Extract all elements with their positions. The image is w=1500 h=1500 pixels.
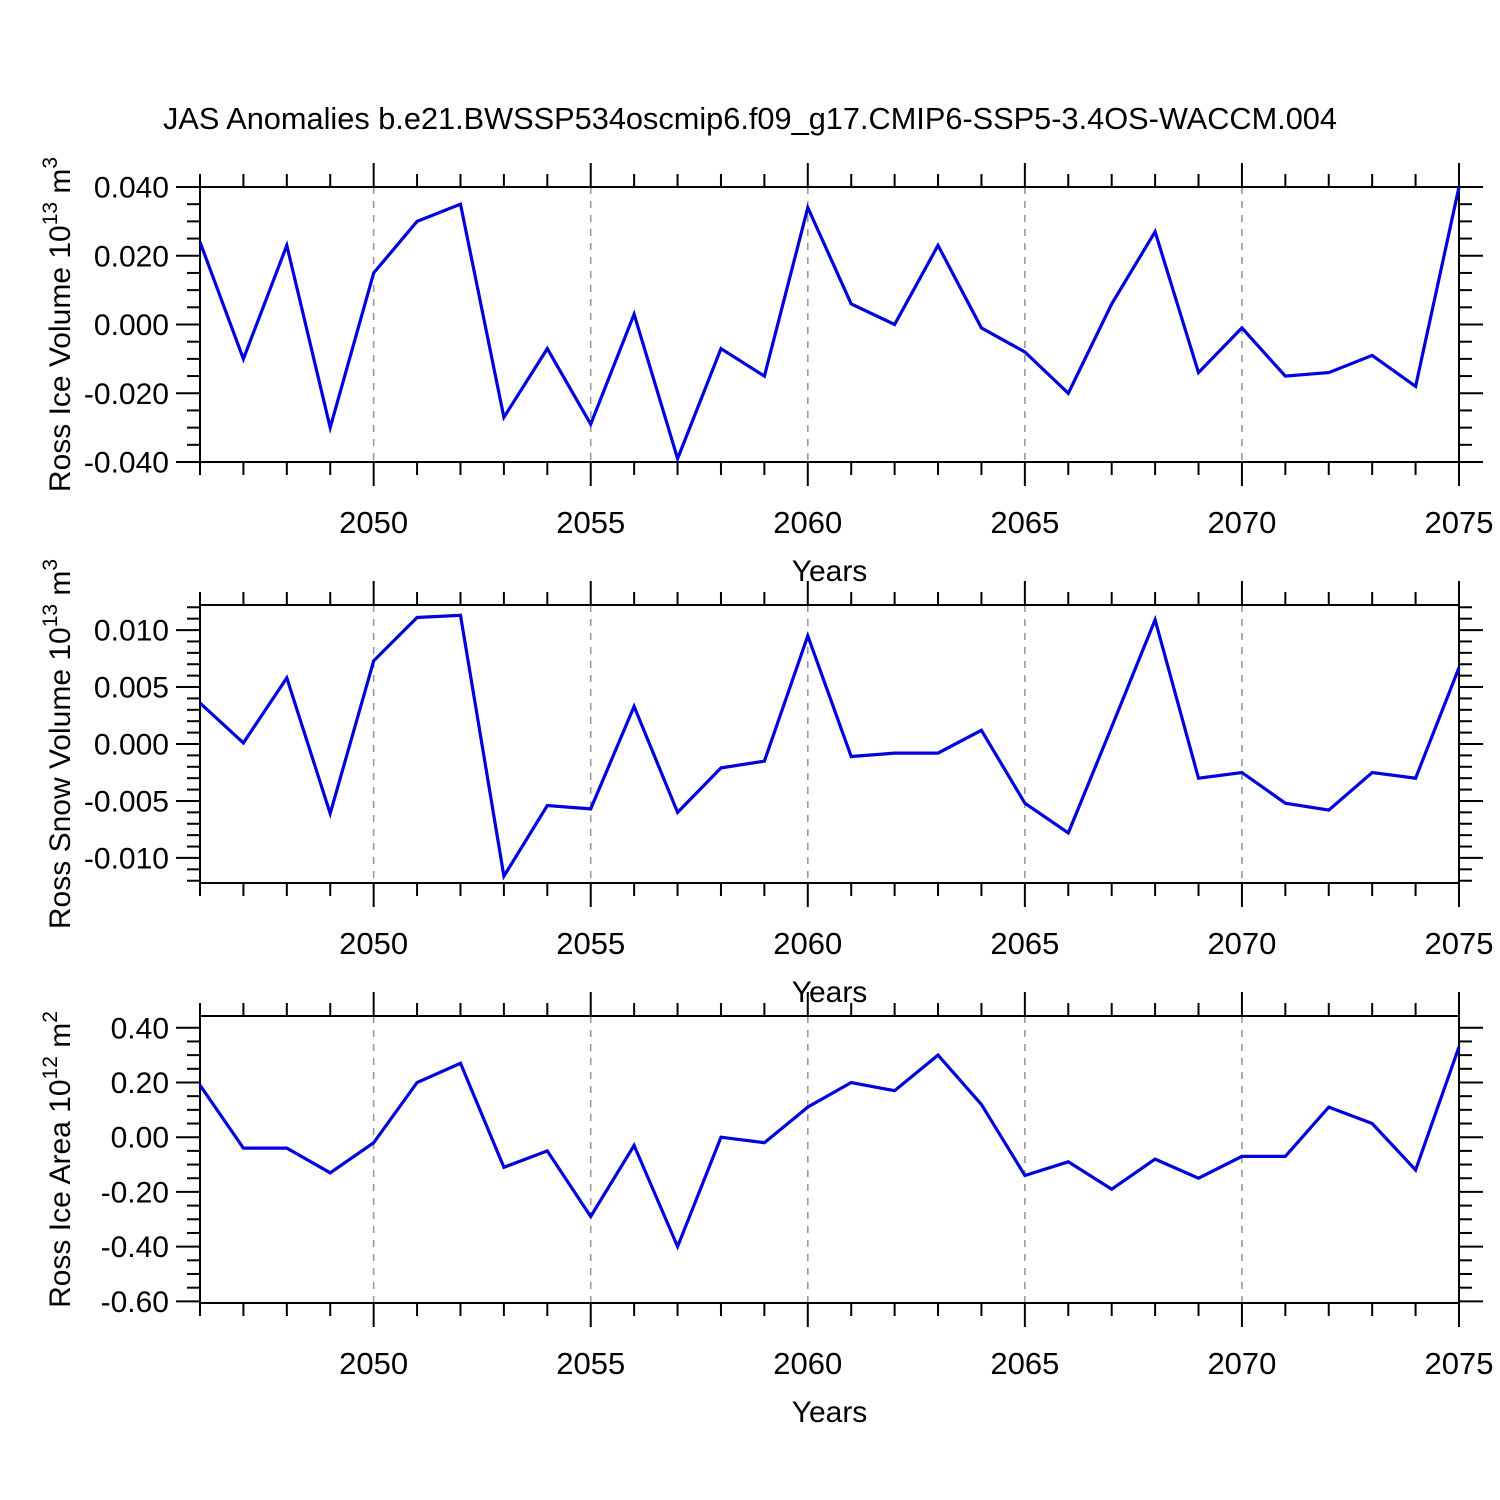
- y-tick-label: 0.005: [94, 672, 169, 705]
- x-tick-label: 2075: [1425, 505, 1494, 540]
- y-axis-title: Ross Ice Volume 1013 m3: [39, 157, 77, 492]
- x-tick-label: 2070: [1207, 926, 1276, 961]
- data-line-ross-snow-volume: [198, 613, 1461, 881]
- y-tick-label: 0.020: [94, 240, 169, 273]
- panel-ross-ice-area: 0.40 0.20 0.00 -0.20 -0.40 -0.60 2050 2055 2060 2…: [39, 992, 1493, 1429]
- x-tick-label: 2075: [1425, 926, 1494, 961]
- y-axis-title: Ross Ice Area 1012 m2: [39, 1011, 77, 1308]
- y-tick-label: -0.005: [84, 785, 169, 818]
- y-tick-label: -0.40: [101, 1231, 169, 1264]
- y-tick-label: -0.60: [101, 1286, 169, 1319]
- plot-frame: [199, 1015, 1460, 1304]
- y-tick-label: -0.020: [84, 378, 169, 411]
- y-tick-label: 0.000: [94, 729, 169, 762]
- plot-frame: [199, 186, 1460, 463]
- panel-ross-snow-volume: 0.010 0.005 0.000 -0.005 -0.010 2050 2055 2060 2…: [39, 559, 1493, 1009]
- data-line-ross-ice-area: [198, 1046, 1461, 1251]
- y-tick-label: -0.010: [84, 842, 169, 875]
- y-tick-label: 0.00: [111, 1122, 169, 1155]
- x-tick-label: 2065: [990, 1346, 1059, 1381]
- y-tick-label: 0.010: [94, 615, 169, 648]
- x-tick-label: 2060: [773, 926, 842, 961]
- x-axis-title: Years: [792, 976, 868, 1009]
- data-line-ross-ice-volume: [198, 186, 1461, 464]
- y-tick-label: 0.000: [94, 309, 169, 342]
- x-tick-label: 2070: [1207, 505, 1276, 540]
- y-axis-title: Ross Snow Volume 1013 m3: [39, 559, 77, 929]
- x-tick-label: 2060: [773, 505, 842, 540]
- y-tick-label: 0.40: [111, 1012, 169, 1045]
- x-axis-title: Years: [792, 555, 868, 588]
- x-tick-label: 2060: [773, 1346, 842, 1381]
- x-tick-label: 2055: [556, 926, 625, 961]
- y-tick-label: 0.20: [111, 1067, 169, 1100]
- y-tick-label: 0.040: [94, 172, 169, 205]
- x-axis-title: Years: [792, 1396, 868, 1429]
- x-tick-label: 2050: [339, 1346, 408, 1381]
- x-tick-label: 2055: [556, 1346, 625, 1381]
- x-tick-label: 2070: [1207, 1346, 1276, 1381]
- x-tick-label: 2065: [990, 505, 1059, 540]
- y-tick-label: -0.20: [101, 1176, 169, 1209]
- y-tick-label: -0.040: [84, 447, 169, 480]
- chart-title: JAS Anomalies b.e21.BWSSP534oscmip6.f09_…: [163, 101, 1337, 136]
- panel-ross-ice-volume: 0.040 0.020 0.000 -0.020 -0.040 2050 2055 2060 2…: [39, 157, 1493, 588]
- panels-group: 0.040 0.020 0.000 -0.020 -0.040 2050 2055 2060 2…: [39, 157, 1493, 1429]
- x-tick-label: 2050: [339, 926, 408, 961]
- x-tick-label: 2055: [556, 505, 625, 540]
- x-tick-label: 2075: [1425, 1346, 1494, 1381]
- x-tick-label: 2065: [990, 926, 1059, 961]
- plot-frame: [199, 604, 1460, 884]
- x-tick-label: 2050: [339, 505, 408, 540]
